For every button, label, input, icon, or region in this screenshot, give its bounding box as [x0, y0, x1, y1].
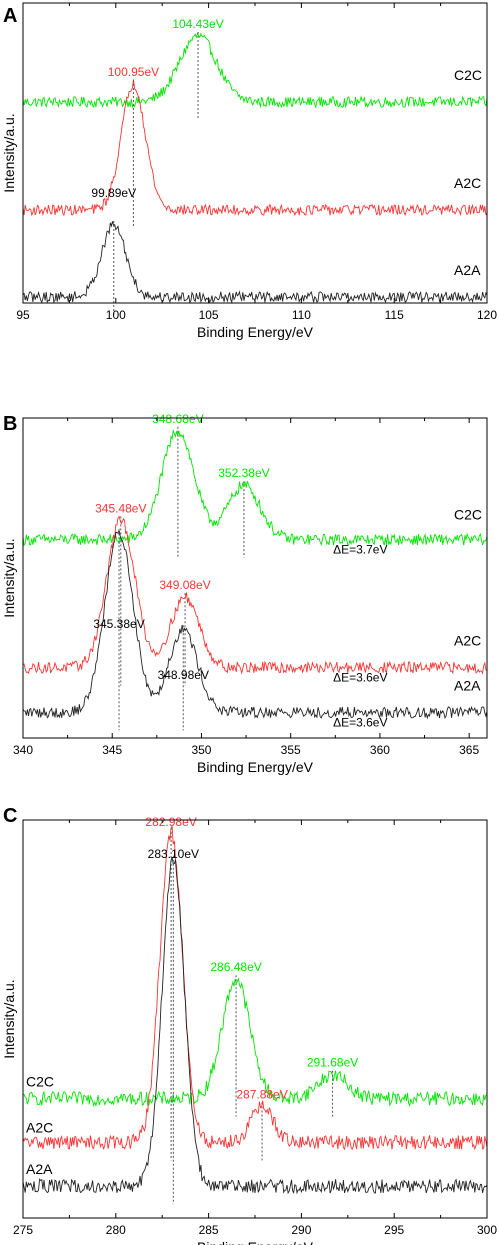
series-label-c2c: C2C	[454, 507, 482, 523]
x-tick-label: 120	[477, 308, 497, 322]
series-label-a2c: A2C	[454, 633, 481, 649]
x-tick-label: 285	[199, 1223, 219, 1237]
x-axis-title: Binding Energy/eV	[197, 324, 314, 340]
series-line-a2c	[22, 515, 488, 675]
peak-annotation: 100.95eV	[108, 65, 159, 79]
delta-e-annotation: ΔE=3.7eV	[333, 543, 387, 557]
panel-letter: A	[3, 5, 17, 27]
series-line-c2c	[22, 428, 488, 547]
series-label-a2a: A2A	[454, 262, 481, 278]
x-tick-label: 360	[370, 743, 390, 757]
peak-annotation: 291.68eV	[307, 1056, 358, 1070]
x-tick-label: 275	[13, 1223, 33, 1237]
x-tick-label: 105	[199, 308, 219, 322]
x-tick-label: 345	[102, 743, 122, 757]
peak-annotation: 283.10eV	[148, 847, 199, 861]
x-tick-label: 280	[106, 1223, 126, 1237]
peak-annotation: 349.08eV	[159, 578, 210, 592]
series-label-c2c: C2C	[26, 1074, 54, 1090]
x-tick-label: 355	[281, 743, 301, 757]
series-line-a2c	[22, 824, 488, 1151]
x-tick-label: 340	[13, 743, 33, 757]
peak-annotation: 345.38eV	[93, 617, 144, 631]
x-tick-label: 100	[106, 308, 126, 322]
x-axis-title: Binding Energy/eV	[197, 759, 314, 775]
panel-A: A C2C A2C A2A 104.43eV 100.95eV 99.89eV 95 100 10…	[1, 2, 497, 340]
x-tick-label: 300	[477, 1223, 497, 1237]
series-label-a2c: A2C	[454, 175, 481, 191]
x-tick-label: 115	[385, 308, 404, 322]
x-tick-label: 350	[191, 743, 211, 757]
y-axis-title: Intensity/a.u.	[1, 979, 17, 1058]
series-line-c2c	[22, 976, 488, 1108]
series-line-c2c	[22, 31, 488, 109]
series-label-c2c: C2C	[454, 67, 482, 83]
plot-frame	[22, 819, 488, 1219]
x-axis-title: Binding Energy/eV	[197, 1239, 314, 1245]
y-axis-title: Intensity/a.u.	[1, 113, 17, 192]
panel-C: C C2C A2C A2A 282.98eV 283.10eV 286.48eV 291.68…	[1, 805, 497, 1245]
x-tick-label: 295	[384, 1223, 404, 1237]
y-axis-title: Intensity/a.u.	[1, 538, 17, 617]
x-tick-label: 365	[459, 743, 479, 757]
peak-annotation: 286.48eV	[210, 960, 261, 974]
series-label-a2a: A2A	[26, 1161, 53, 1177]
panel-B: B C2C A2C A2A 348.68eV 352.38eV 345.48eV 349.08…	[1, 412, 488, 775]
peak-annotation: 99.89eV	[91, 186, 136, 200]
series-line-a2a	[22, 221, 488, 304]
plot-frame	[22, 2, 488, 304]
x-tick-label: 290	[291, 1223, 311, 1237]
peak-annotation: 348.68eV	[152, 412, 203, 426]
series-line-a2c	[22, 79, 488, 217]
panel-letter: B	[3, 413, 17, 435]
peak-annotation: 282.98eV	[145, 815, 196, 829]
series-label-a2a: A2A	[454, 677, 481, 693]
series-line-a2a	[22, 528, 488, 720]
peak-annotation: 104.43eV	[172, 17, 223, 31]
series-line-a2a	[22, 857, 488, 1195]
series-label-a2c: A2C	[26, 1119, 53, 1135]
panel-letter: C	[3, 805, 17, 827]
x-tick-label: 95	[16, 308, 30, 322]
plot-frame	[22, 417, 488, 739]
peak-annotation: 287.88eV	[236, 1088, 287, 1102]
delta-e-annotation: ΔE=3.6eV	[333, 715, 387, 729]
x-tick-label: 110	[292, 308, 311, 322]
peak-annotation: 345.48eV	[95, 501, 146, 515]
delta-e-annotation: ΔE=3.6eV	[333, 671, 387, 685]
peak-annotation: 348.98eV	[158, 668, 209, 682]
peak-annotation: 352.38eV	[218, 466, 269, 480]
